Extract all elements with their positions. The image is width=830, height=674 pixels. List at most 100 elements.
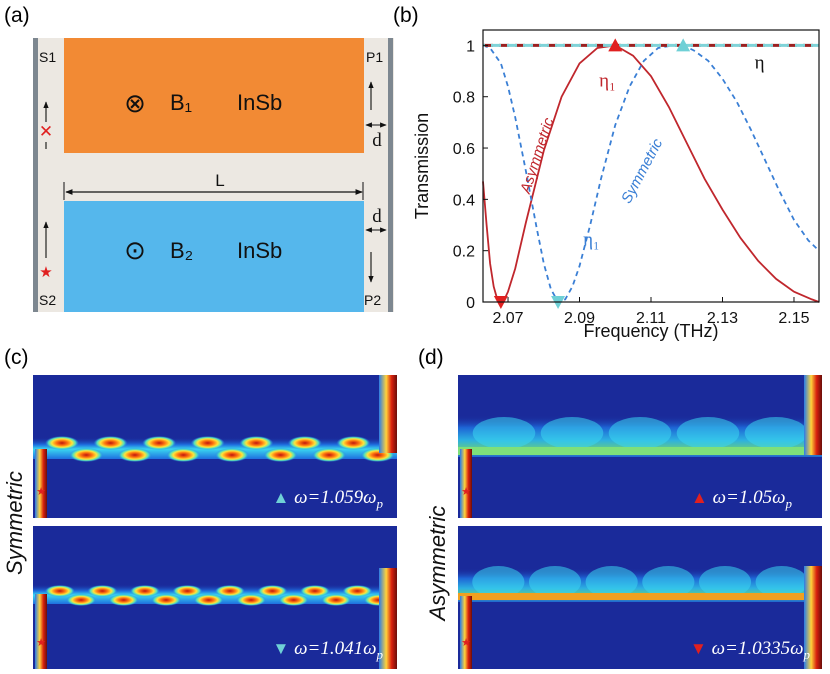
field-arch [642, 566, 695, 598]
field-plot-symmetric-top: ★ ▲ ω=1.059ωp [33, 375, 397, 518]
gap-bottom-label: d [372, 206, 382, 227]
field-hotspot [69, 448, 104, 462]
field-hotspot [166, 448, 201, 462]
triangle-up-red-icon: ▲ [691, 488, 708, 508]
field-plot-asymmetric-bottom: ★ ▼ ω=1.0335ωp [458, 526, 822, 669]
y-tick-label: 0.2 [453, 244, 475, 261]
y-axis-label: Transmission [412, 113, 432, 219]
field-plot-symmetric-top-svg: ★ [33, 375, 397, 518]
field-arch [676, 417, 740, 449]
p2-label: P2 [364, 292, 381, 308]
left-metal-wall [33, 38, 38, 312]
s2-label: S2 [39, 292, 56, 308]
c-side-label-wrap: Symmetric [0, 380, 28, 670]
field-plot-asymmetric-bottom-svg: ★ [458, 566, 822, 669]
triangle-down-cyan-icon: ▼ [272, 639, 290, 659]
p1-label: P1 [366, 49, 383, 65]
y-tick-label: 0.6 [453, 141, 475, 158]
field-hotspot [172, 585, 203, 597]
field-out-of-page-icon: ⊙ [124, 235, 146, 265]
right-metal-wall [388, 38, 393, 312]
marker-triangle-up [608, 38, 623, 52]
field-hotspot [342, 585, 373, 597]
field-hotspot [336, 436, 371, 450]
omega-label-d-top: ▲ ω=1.05ωp [691, 487, 792, 511]
panel-label-a: (a) [4, 4, 30, 27]
panel-label-b: (b) [393, 4, 419, 27]
field-hotspot [287, 436, 322, 450]
field-arch [744, 417, 808, 449]
field-plot-asymmetric-top-svg: ★ [458, 375, 822, 518]
s1-label: S1 [39, 49, 56, 65]
field-hotspot [193, 594, 224, 606]
field-hotspot [299, 585, 330, 597]
c-side-label: Symmetric [2, 471, 27, 575]
field-hotspot [263, 448, 298, 462]
gap-top-label: d [372, 130, 382, 151]
annotation-symmetric: Symmetric [618, 135, 666, 206]
b1-label: B₁ [170, 90, 192, 115]
field-hotspot [108, 594, 139, 606]
x-tick-label: 2.15 [778, 310, 809, 327]
field-arch [472, 566, 525, 598]
x-tick-label: 2.11 [636, 310, 666, 327]
field-hotspot [129, 585, 160, 597]
s1-source-cross-icon: ✕ [39, 122, 53, 141]
omega-label-c-bottom: ▼ ω=1.041ωp [272, 638, 383, 662]
d-side-label-wrap: Asymmetric [418, 380, 454, 670]
marker-triangle-up [676, 38, 691, 52]
panel-label-c: (c) [4, 346, 29, 369]
annotation-eta1-blue: η₁ [583, 230, 600, 251]
field-hotspot [66, 594, 97, 606]
insb-bottom-block [64, 201, 364, 312]
s2-source-star-icon: ★ [39, 264, 52, 281]
field-hotspot [87, 585, 118, 597]
field-hotspot [44, 585, 75, 597]
series-line [482, 44, 820, 304]
triangle-down-red-icon: ▼ [690, 639, 707, 659]
source-star-icon: ★ [36, 486, 46, 498]
field-hotspot [321, 594, 352, 606]
waveguide-diagram: ✕ ★ S1 S2 P1 P2 L d d ⊗ B₁ InSb ⊙ B₂ InS… [33, 38, 394, 312]
field-hotspot [190, 436, 225, 450]
field-hotspot [312, 448, 347, 462]
field-hotspot [257, 585, 288, 597]
field-plot-symmetric-bottom: ★ ▼ ω=1.041ωp [33, 526, 397, 669]
source-star-icon: ★ [461, 637, 471, 649]
field-hotspot [142, 436, 177, 450]
field-arch [528, 566, 582, 598]
insb-bottom-label: InSb [237, 238, 282, 263]
y-tick-label: 0 [466, 295, 475, 312]
field-hotspot [236, 594, 267, 606]
omega-label-c-top: ▲ ω=1.059ωp [272, 487, 383, 511]
field-hotspot [278, 594, 309, 606]
field-into-page-icon: ⊗ [124, 88, 146, 118]
field-arch [472, 417, 536, 449]
annotation-eta1-red: η₁ [599, 70, 616, 91]
field-hotspot [45, 436, 79, 450]
y-tick-label: 0.8 [453, 90, 475, 107]
b2-label: B₂ [170, 238, 193, 263]
y-tick-label: 0.4 [453, 192, 475, 209]
field-arch [608, 417, 672, 449]
field-plot-asymmetric-top: ★ ▲ ω=1.05ωp [458, 375, 822, 518]
source-star-icon: ★ [36, 637, 46, 649]
omega-label-d-bottom: ▼ ω=1.0335ωp [690, 638, 810, 662]
x-tick-label: 2.07 [492, 310, 523, 327]
field-hotspot [93, 436, 128, 450]
x-axis-label: Frequency (THz) [583, 321, 718, 341]
length-label: L [215, 171, 224, 190]
field-hotspot [239, 436, 274, 450]
x-tick-label: 2.13 [707, 310, 738, 327]
annotation-eta: η [755, 52, 765, 73]
insb-top-block [64, 38, 364, 153]
field-plot-symmetric-bottom-svg: ★ [33, 568, 397, 669]
field-arch [540, 417, 604, 449]
x-tick-label: 2.09 [564, 310, 595, 327]
field-hotspot [117, 448, 152, 462]
source-star-icon: ★ [461, 486, 471, 498]
panel-label-d: (d) [418, 346, 444, 369]
insb-top-label: InSb [237, 90, 282, 115]
triangle-up-cyan-icon: ▲ [272, 488, 290, 508]
